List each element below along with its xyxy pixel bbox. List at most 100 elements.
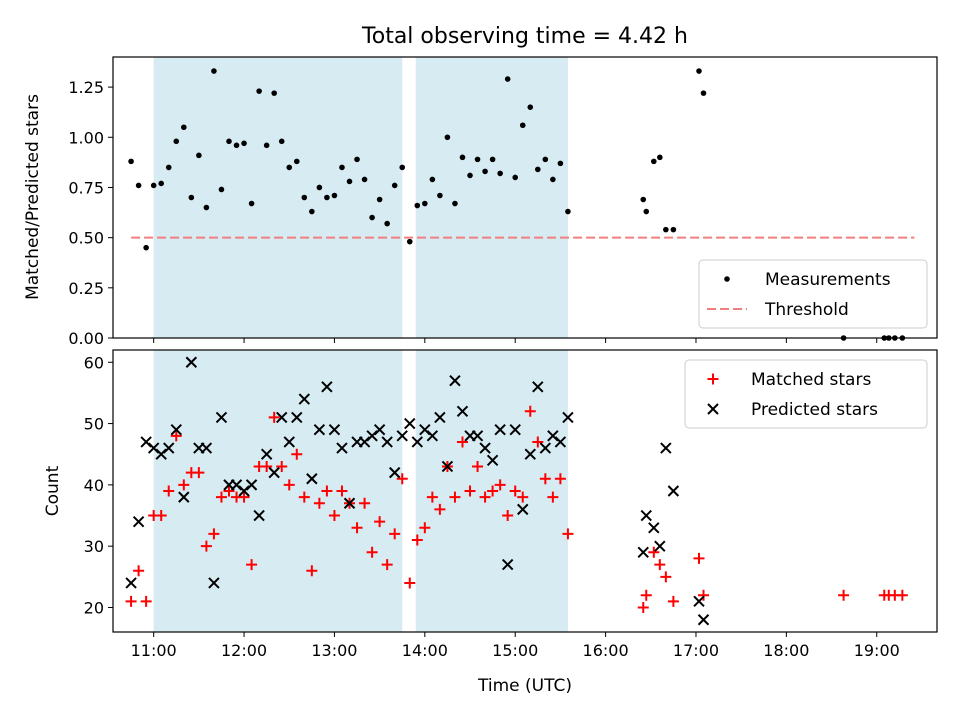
top-measurements-point [565, 208, 571, 215]
top-measurements-point [399, 164, 406, 171]
top-ytick-label: 0.75 [68, 178, 104, 197]
bottom-matched-stars-point [464, 485, 476, 497]
top-measurements-point [497, 170, 503, 177]
bottom-predicted-stars-point [396, 430, 408, 442]
bottom-predicted-stars-point [539, 442, 552, 454]
top-legend-box [698, 259, 928, 329]
bottom-predicted-stars-point [471, 430, 484, 442]
bottom-matched-stars-point [261, 460, 273, 472]
bottom-matched-stars-point [351, 522, 363, 534]
top-measurements-point [535, 166, 541, 173]
top-measurements-point [188, 194, 195, 201]
bottom-matched-stars-point [896, 589, 908, 601]
bottom-xtick-label: 14:00 [402, 641, 448, 660]
top-measurements-point [650, 158, 657, 165]
bottom-matched-stars-point [313, 497, 325, 509]
top-measurements-point [158, 180, 165, 187]
bottom-matched-stars-point [298, 491, 310, 503]
top-measurements-point [459, 154, 466, 161]
bottom-xtick-label: 11:00 [131, 641, 177, 660]
bottom-predicted-stars-point [306, 473, 318, 485]
bottom-matched-stars-point [306, 565, 318, 577]
bottom-predicted-stars-point [637, 546, 649, 559]
top-measurements-point [301, 194, 308, 201]
bottom-matched-stars-point [562, 528, 574, 540]
bottom-ytick-label: 20 [84, 598, 104, 617]
top-ticks: 0.00 0.25 0.50 0.75 1.00 1.25 [68, 78, 878, 348]
bottom-predicted-stars-point [654, 540, 666, 552]
top-ytick-label: 0.25 [68, 279, 104, 298]
top-legend-label: Threshold [764, 300, 849, 320]
bottom-legend-swatch [707, 373, 719, 385]
top-axes-frame [112, 56, 938, 339]
bottom-matched-stars-point [404, 577, 416, 589]
bottom-matched-stars-point [487, 485, 499, 497]
bottom-predicted-stars-point [441, 460, 454, 473]
top-measurements-point [700, 90, 707, 96]
bottom-matched-stars-point [133, 565, 145, 577]
bottom-predicted-stars-point [524, 448, 536, 460]
bottom-matched-stars-point [328, 510, 340, 522]
top-measurements-point [309, 208, 315, 215]
bottom-matched-stars-point [283, 479, 295, 491]
top-shaded-interval-0 [153, 57, 403, 338]
top-legend-label: Measurements [765, 270, 891, 290]
top-panel: 0.00 0.25 0.50 0.75 1.00 1.25 Matched/Predict… [23, 56, 938, 348]
bottom-predicted-stars-point [411, 436, 424, 448]
bottom-predicted-stars-point [328, 423, 341, 436]
bottom-matched-stars-point [456, 436, 468, 448]
top-measurements-point [143, 244, 149, 251]
top-measurements-point [384, 220, 390, 227]
top-measurements-point [512, 174, 519, 181]
bottom-matched-stars-point [693, 552, 705, 564]
bottom-predicted-stars-point [479, 442, 491, 454]
top-measurements-point [657, 154, 663, 161]
bottom-matched-stars-point [291, 448, 303, 460]
bottom-matched-stars-point [667, 595, 679, 607]
bottom-panel: 20 30 40 50 60 11:00 12:00 13:00 14:00 15:00 16:00… [43, 349, 938, 696]
top-measurements-point [527, 104, 534, 110]
top-measurements-point [331, 192, 338, 199]
bottom-predicted-stars-point [562, 411, 574, 424]
top-measurements-point [316, 184, 323, 191]
bottom-matched-stars-point [419, 522, 431, 534]
bottom-data-marks [125, 356, 908, 626]
top-measurements-point [346, 178, 353, 185]
bottom-matched-stars-point [208, 528, 220, 540]
bottom-matched-stars-point [321, 485, 333, 497]
bottom-predicted-stars-point [253, 509, 265, 522]
bottom-matched-stars-point [381, 559, 393, 571]
bottom-matched-stars-point [494, 479, 506, 491]
top-measurements-point [278, 138, 285, 145]
bottom-legend-label: Matched stars [751, 370, 871, 390]
bottom-matched-stars-point [238, 491, 250, 503]
top-measurements-point [369, 214, 375, 221]
top-measurements-point [437, 192, 443, 199]
bottom-predicted-stars-point [276, 411, 288, 424]
bottom-predicted-stars-point [509, 423, 521, 436]
bottom-ytick-label: 50 [84, 415, 104, 434]
bottom-matched-stars-point [524, 405, 536, 417]
bottom-predicted-stars-point [178, 491, 190, 503]
bottom-matched-stars-point [374, 516, 386, 528]
top-measurements-point [640, 196, 647, 203]
top-legend: Measurements Threshold [698, 259, 928, 329]
top-measurements-point [248, 200, 255, 207]
top-ytick-label: 1.25 [68, 78, 104, 97]
bottom-matched-stars-point [648, 546, 660, 558]
bottom-predicted-stars-point [260, 448, 273, 460]
top-measurements-point [542, 156, 549, 163]
bottom-matched-stars-point [434, 503, 446, 515]
bottom-matched-stars-point [539, 473, 551, 485]
bottom-matched-stars-point [502, 510, 514, 522]
bottom-predicted-stars-point [268, 466, 280, 479]
bottom-predicted-stars-point [321, 381, 333, 393]
bottom-matched-stars-point [178, 479, 190, 491]
bottom-matched-stars-point [532, 436, 544, 448]
bottom-matched-stars-point [426, 491, 438, 503]
top-measurements-point [226, 138, 232, 145]
top-measurements-point [354, 156, 360, 163]
top-measurements-point [670, 226, 677, 233]
bottom-predicted-stars-point [245, 479, 258, 491]
